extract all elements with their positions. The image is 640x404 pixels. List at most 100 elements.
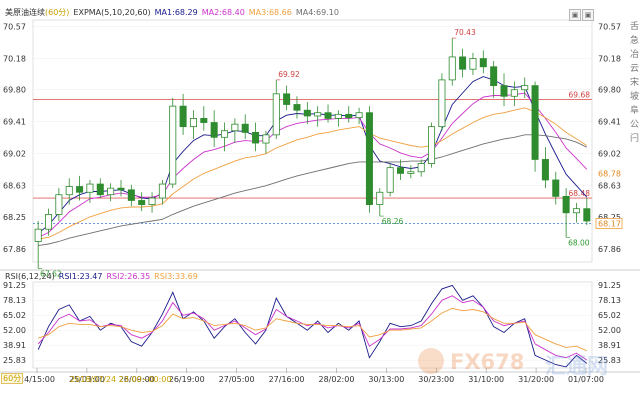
extreme-label: 70.43 [454,28,476,37]
candle-up [34,228,42,242]
candle-down [241,123,249,133]
candle-down [345,113,353,119]
rsi-y-tick-left: 38.91 [3,341,26,350]
rsi-y-tick-right: 65.02 [598,311,621,320]
main-y-tick-left: 69.02 [3,150,26,159]
x-tick-label: 30/23:00 [418,375,454,384]
main-y-tick-right: 69.02 [598,150,621,159]
legend-title: 美原油连续 [5,8,45,17]
rsi-y-tick-right: 52.00 [598,326,621,335]
candle-down [541,159,549,181]
main-y-tick-left: 69.41 [3,118,26,127]
extreme-label: 68.00 [568,238,590,247]
moving-average-line-ma2 [38,92,588,238]
candle-up [272,93,280,136]
main-y-tick-right: 70.18 [598,55,621,64]
rsi-legend: RSI(6,12,24) RSI1:23.47 RSI2:26.35 RSI3:33.… [5,272,202,282]
candle-down [76,186,84,193]
main-y-tick-right: 70.57 [598,23,621,32]
right-value-label: 68.78 [598,169,621,178]
x-tick-label: 26/19:00 [169,375,205,384]
candle-down [531,85,539,160]
main-legend: 美原油连续(60分) EXPMA(5,10,20,60) MA1:68.29 MA2:… [5,8,343,18]
candle-down [210,122,218,138]
last-price-box [595,218,623,229]
candle-down [303,109,311,117]
candle-up [428,126,436,164]
candle-down [490,66,498,87]
candle-up [334,113,342,119]
rsi-y-tick-right: 78.13 [598,296,621,305]
legend-period: (60分) [45,8,70,17]
main-y-tick-right: 68.63 [598,182,621,191]
candle-down [500,85,508,97]
x-tick-label: 31/20:00 [518,375,554,384]
rsi-y-tick-left: 65.02 [3,311,26,320]
rsi-y-tick-left: 78.13 [3,296,26,305]
candle-down [552,179,560,197]
side-char: 坡 [630,92,640,102]
zoom-in-button[interactable]: ▣ [569,9,581,21]
candle-down [117,187,125,191]
candle-up [169,105,177,185]
main-y-tick-left: 69.80 [3,86,26,95]
candle-up [314,112,322,117]
candle-up [417,163,425,173]
legend-ma2: MA2:68.40 [201,8,245,17]
x-tick-label: 27/05:00 [219,375,255,384]
moving-average-line-ma1 [37,76,588,234]
price-level-label: 69.68 [569,91,591,100]
main-y-tick-left: 70.57 [3,23,26,32]
rsi-line-rsi1 [37,284,588,368]
candle-up [189,118,197,128]
x-tick-label: 27/16:00 [269,375,305,384]
rsi-y-tick-left: 91.25 [3,281,26,290]
rsi-line-rsi3 [38,307,587,352]
period-tag[interactable]: 60分 [1,373,24,384]
candle-up [438,79,446,128]
candle-up [469,58,477,70]
candle-up [448,56,456,81]
x-tick-label: 25/03:00 [69,375,105,384]
candle-up [158,183,166,199]
x-tick-label: 28/02:00 [318,375,354,384]
main-y-tick-right: 68.25 [598,213,621,222]
candle-up [407,171,415,174]
extreme-label: 69.92 [278,70,300,79]
main-y-tick-left: 68.63 [3,182,26,191]
main-y-tick-right: 67.86 [598,245,621,254]
rsi-y-tick-right: 38.91 [598,341,621,350]
candle-down [283,93,291,105]
candle-down [293,104,301,111]
main-y-tick-left: 68.25 [3,213,26,222]
candle-down [127,189,135,201]
watermark-logo-icon [418,348,444,374]
candle-down [479,58,487,68]
candle-down [252,131,260,144]
candle-up [510,89,518,97]
candle-down [96,183,104,196]
side-char: 阜 [630,106,640,116]
x-tick-label: 30/13:00 [368,375,404,384]
side-char: 急 [630,36,640,46]
candle-down [200,118,208,123]
watermark-cn: 汇通网 [545,354,608,378]
candle-down [583,208,591,222]
candle-up [386,167,394,193]
side-char: 舌 [630,22,640,32]
candle-up [572,208,580,214]
side-char: 宋 [630,78,640,88]
candle-up [231,123,239,132]
candle-up [86,183,94,193]
zoom-out-button[interactable]: ▣ [582,9,594,21]
candle-up [262,134,270,144]
candle-down [562,195,570,214]
candle-up [376,191,384,205]
rsi-legend-indicator: RSI(6,12,24) [5,272,55,281]
candle-down [138,200,146,205]
side-char: 冶 [630,50,640,60]
side-info-strip: 舌急冶云宋坡阜公闩 [630,20,640,150]
candle-up [65,186,73,196]
